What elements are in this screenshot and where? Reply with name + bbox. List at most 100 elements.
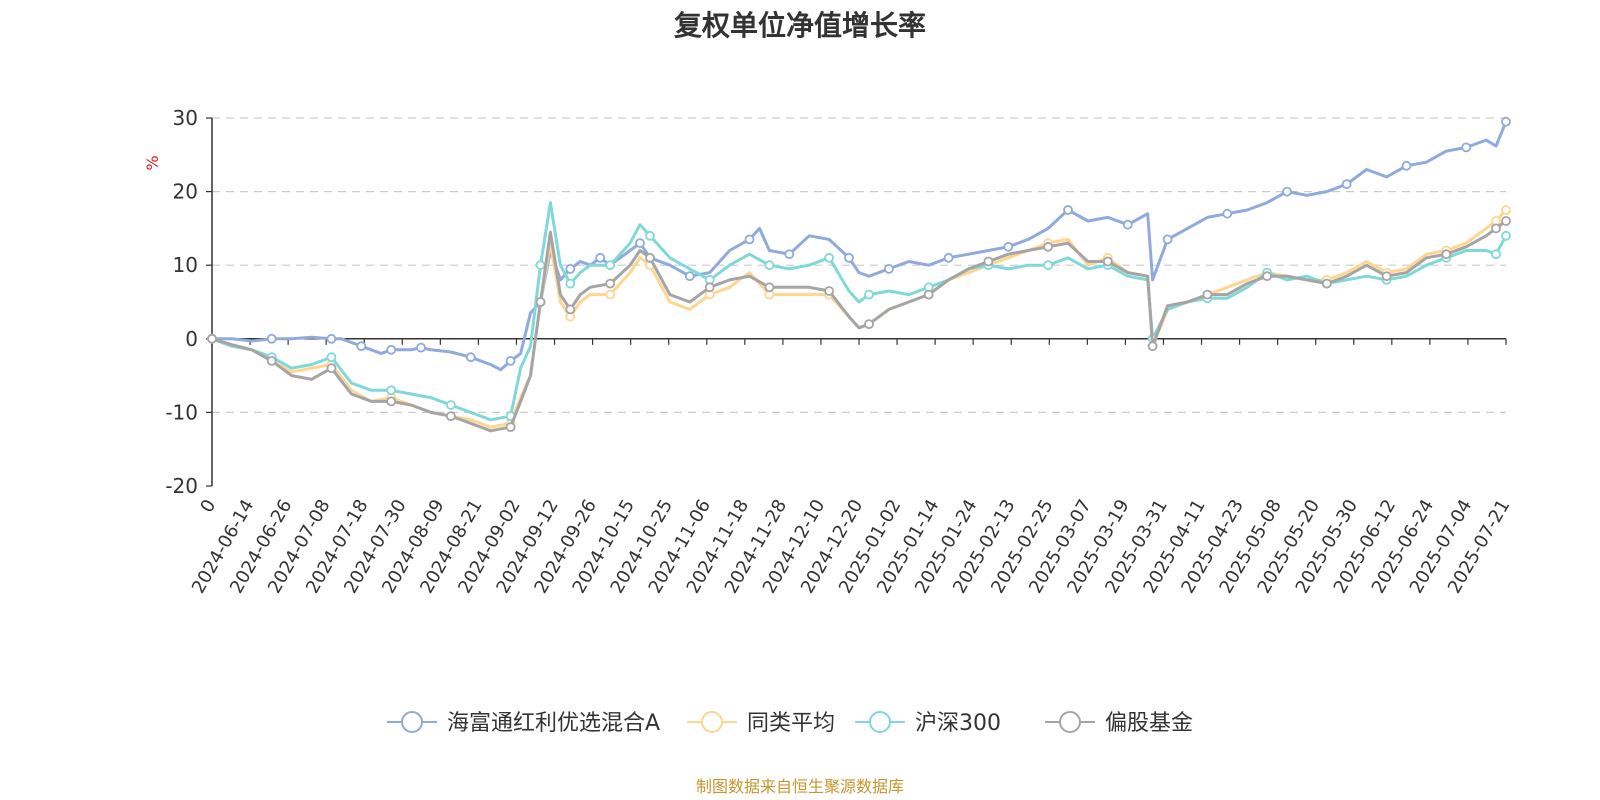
legend-marker xyxy=(401,711,423,733)
series-point xyxy=(764,260,775,271)
series-point xyxy=(1491,223,1501,234)
series-point xyxy=(864,289,874,300)
series-group xyxy=(207,205,1511,429)
legend-marker xyxy=(1059,711,1081,733)
series-point xyxy=(784,249,795,260)
series-point xyxy=(1003,241,1014,252)
series-point xyxy=(1202,289,1213,300)
series-point xyxy=(824,252,834,263)
series-point xyxy=(645,230,655,241)
series-point xyxy=(565,263,576,274)
series-point xyxy=(1501,216,1511,226)
axes: -20-10010203002024-06-142024-06-262024-0… xyxy=(165,106,1514,597)
series-point xyxy=(1461,142,1472,153)
legend-label: 偏股基金 xyxy=(1105,711,1193,736)
series-point xyxy=(505,422,516,433)
series-point xyxy=(505,355,516,366)
series-point xyxy=(824,286,834,296)
legend: 海富通红利优选混合A 同类平均 沪深300 偏股基金 xyxy=(387,711,1193,736)
series-point xyxy=(1441,249,1452,260)
series-point xyxy=(356,341,367,352)
y-tick-label: 10 xyxy=(173,253,198,277)
series-line xyxy=(211,219,1507,433)
series-point xyxy=(386,396,397,407)
series-point xyxy=(326,352,337,363)
series-point xyxy=(1501,116,1511,127)
chart-title: 复权单位净值增长率 xyxy=(674,9,926,42)
series-point xyxy=(445,411,456,422)
series-point xyxy=(943,252,954,263)
series-point xyxy=(266,333,277,344)
series-point xyxy=(1102,256,1113,267)
series-point xyxy=(635,238,645,249)
legend-item[interactable]: 偏股基金 xyxy=(1045,711,1193,736)
series-point xyxy=(605,289,616,300)
y-axis-unit: % xyxy=(143,155,162,170)
series-point xyxy=(704,282,715,293)
series-point xyxy=(416,342,426,353)
series-point xyxy=(465,352,476,363)
series-point xyxy=(884,263,894,274)
series-line xyxy=(211,201,1508,422)
series-group xyxy=(207,201,1511,422)
series-point xyxy=(1222,208,1233,219)
legend-item[interactable]: 海富通红利优选混合A xyxy=(387,711,660,736)
series-point xyxy=(386,344,397,355)
series-point xyxy=(445,400,456,410)
series-point xyxy=(864,319,874,330)
legend-label: 海富通红利优选混合A xyxy=(447,711,660,736)
series-point xyxy=(535,260,546,271)
legend-item[interactable]: 沪深300 xyxy=(855,711,1001,736)
series-point xyxy=(1282,186,1292,197)
series-point xyxy=(1122,219,1133,230)
series-point xyxy=(923,289,934,300)
series-point xyxy=(1491,249,1501,260)
series-point xyxy=(1501,230,1511,241)
y-tick-label: -10 xyxy=(165,400,198,424)
legend-label: 同类平均 xyxy=(747,711,835,736)
y-tick-label: -20 xyxy=(165,474,198,498)
x-tick-label: 0 xyxy=(196,496,220,516)
y-tick-label: 20 xyxy=(173,180,198,204)
series-point xyxy=(983,256,994,267)
series-point xyxy=(386,385,397,396)
series-point xyxy=(744,234,755,245)
series-point xyxy=(1147,341,1158,352)
series-point xyxy=(595,252,606,263)
series-point xyxy=(207,333,217,344)
series-point xyxy=(535,297,546,307)
legend-marker xyxy=(701,711,723,733)
series-point xyxy=(266,355,277,366)
series-point xyxy=(326,333,337,344)
series-point xyxy=(1401,160,1412,171)
series-point xyxy=(1381,271,1392,282)
series-point xyxy=(326,363,337,374)
source-note: 制图数据来自恒生聚源数据库 xyxy=(696,777,904,796)
legend-label: 沪深300 xyxy=(915,711,1001,736)
series-point xyxy=(684,271,695,282)
series-point xyxy=(764,282,775,293)
series-point xyxy=(1063,205,1073,215)
legend-marker xyxy=(869,711,891,733)
series-point xyxy=(1501,205,1511,215)
y-tick-label: 30 xyxy=(173,106,198,130)
series-line xyxy=(212,121,1508,372)
series-point xyxy=(565,304,576,315)
series-point xyxy=(1262,271,1272,282)
series-point xyxy=(1043,260,1053,271)
y-tick-label: 0 xyxy=(185,327,198,351)
series-point xyxy=(1043,241,1053,252)
series-point xyxy=(1341,179,1352,190)
legend-item[interactable]: 同类平均 xyxy=(687,711,835,736)
series-point xyxy=(605,260,616,271)
series-point xyxy=(605,278,616,289)
series-point xyxy=(1321,278,1332,289)
series-layer xyxy=(207,116,1511,433)
series-group xyxy=(207,116,1511,372)
series-point xyxy=(565,278,576,289)
series-point xyxy=(645,252,655,263)
grid-lines xyxy=(212,117,1506,413)
series-point xyxy=(1162,234,1173,245)
series-group xyxy=(207,216,1511,433)
